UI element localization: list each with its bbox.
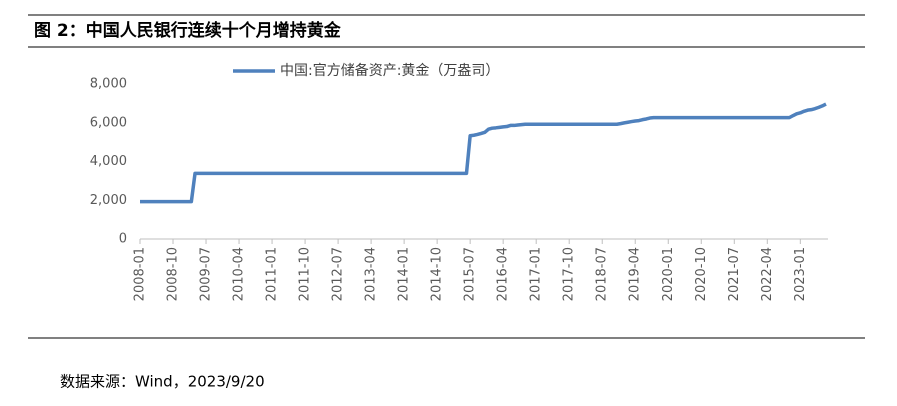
x-tick-label: 2017-01 [529, 247, 544, 301]
x-tick-label: 2008-10 [166, 247, 181, 301]
y-tick-label: 6,000 [90, 115, 127, 130]
x-tick-label: 2015-07 [463, 247, 478, 301]
x-tick-label: 2010-04 [232, 247, 247, 301]
x-tick-label: 2014-01 [397, 247, 412, 301]
x-tick-label: 2020-01 [661, 247, 676, 301]
x-tick-label: 2020-10 [694, 247, 709, 301]
x-tick-label: 2011-01 [265, 247, 280, 301]
x-tick-label: 2018-07 [595, 247, 610, 301]
x-tick-label: 2017-10 [562, 247, 577, 301]
x-tick-label: 2013-04 [364, 247, 379, 301]
figure-title: 图 2：中国人民银行连续十个月增持黄金 [34, 20, 342, 41]
y-tick-label: 4,000 [90, 154, 127, 169]
y-tick-label: 8,000 [90, 77, 127, 92]
x-tick-label: 2021-07 [727, 247, 742, 301]
x-tick-label: 2023-01 [793, 247, 808, 301]
data-line [140, 102, 827, 204]
x-tick-label: 2014-10 [430, 247, 445, 301]
x-tick-label: 2009-07 [199, 247, 214, 301]
y-tick-label: 0 [119, 232, 127, 247]
x-tick-label: 2016-04 [496, 247, 511, 301]
source: 数据来源：Wind，2023/9/20 [60, 373, 265, 391]
x-tick-label: 2022-04 [760, 247, 775, 301]
x-tick-label: 2011-10 [298, 247, 313, 301]
x-tick-label: 2012-07 [331, 247, 346, 301]
x-tick-label: 2008-01 [133, 247, 148, 301]
x-tick-label: 2019-04 [628, 247, 643, 301]
legend-label: 中国:官方储备资产:黄金（万盎司） [280, 62, 499, 79]
y-tick-label: 2,000 [90, 193, 127, 208]
